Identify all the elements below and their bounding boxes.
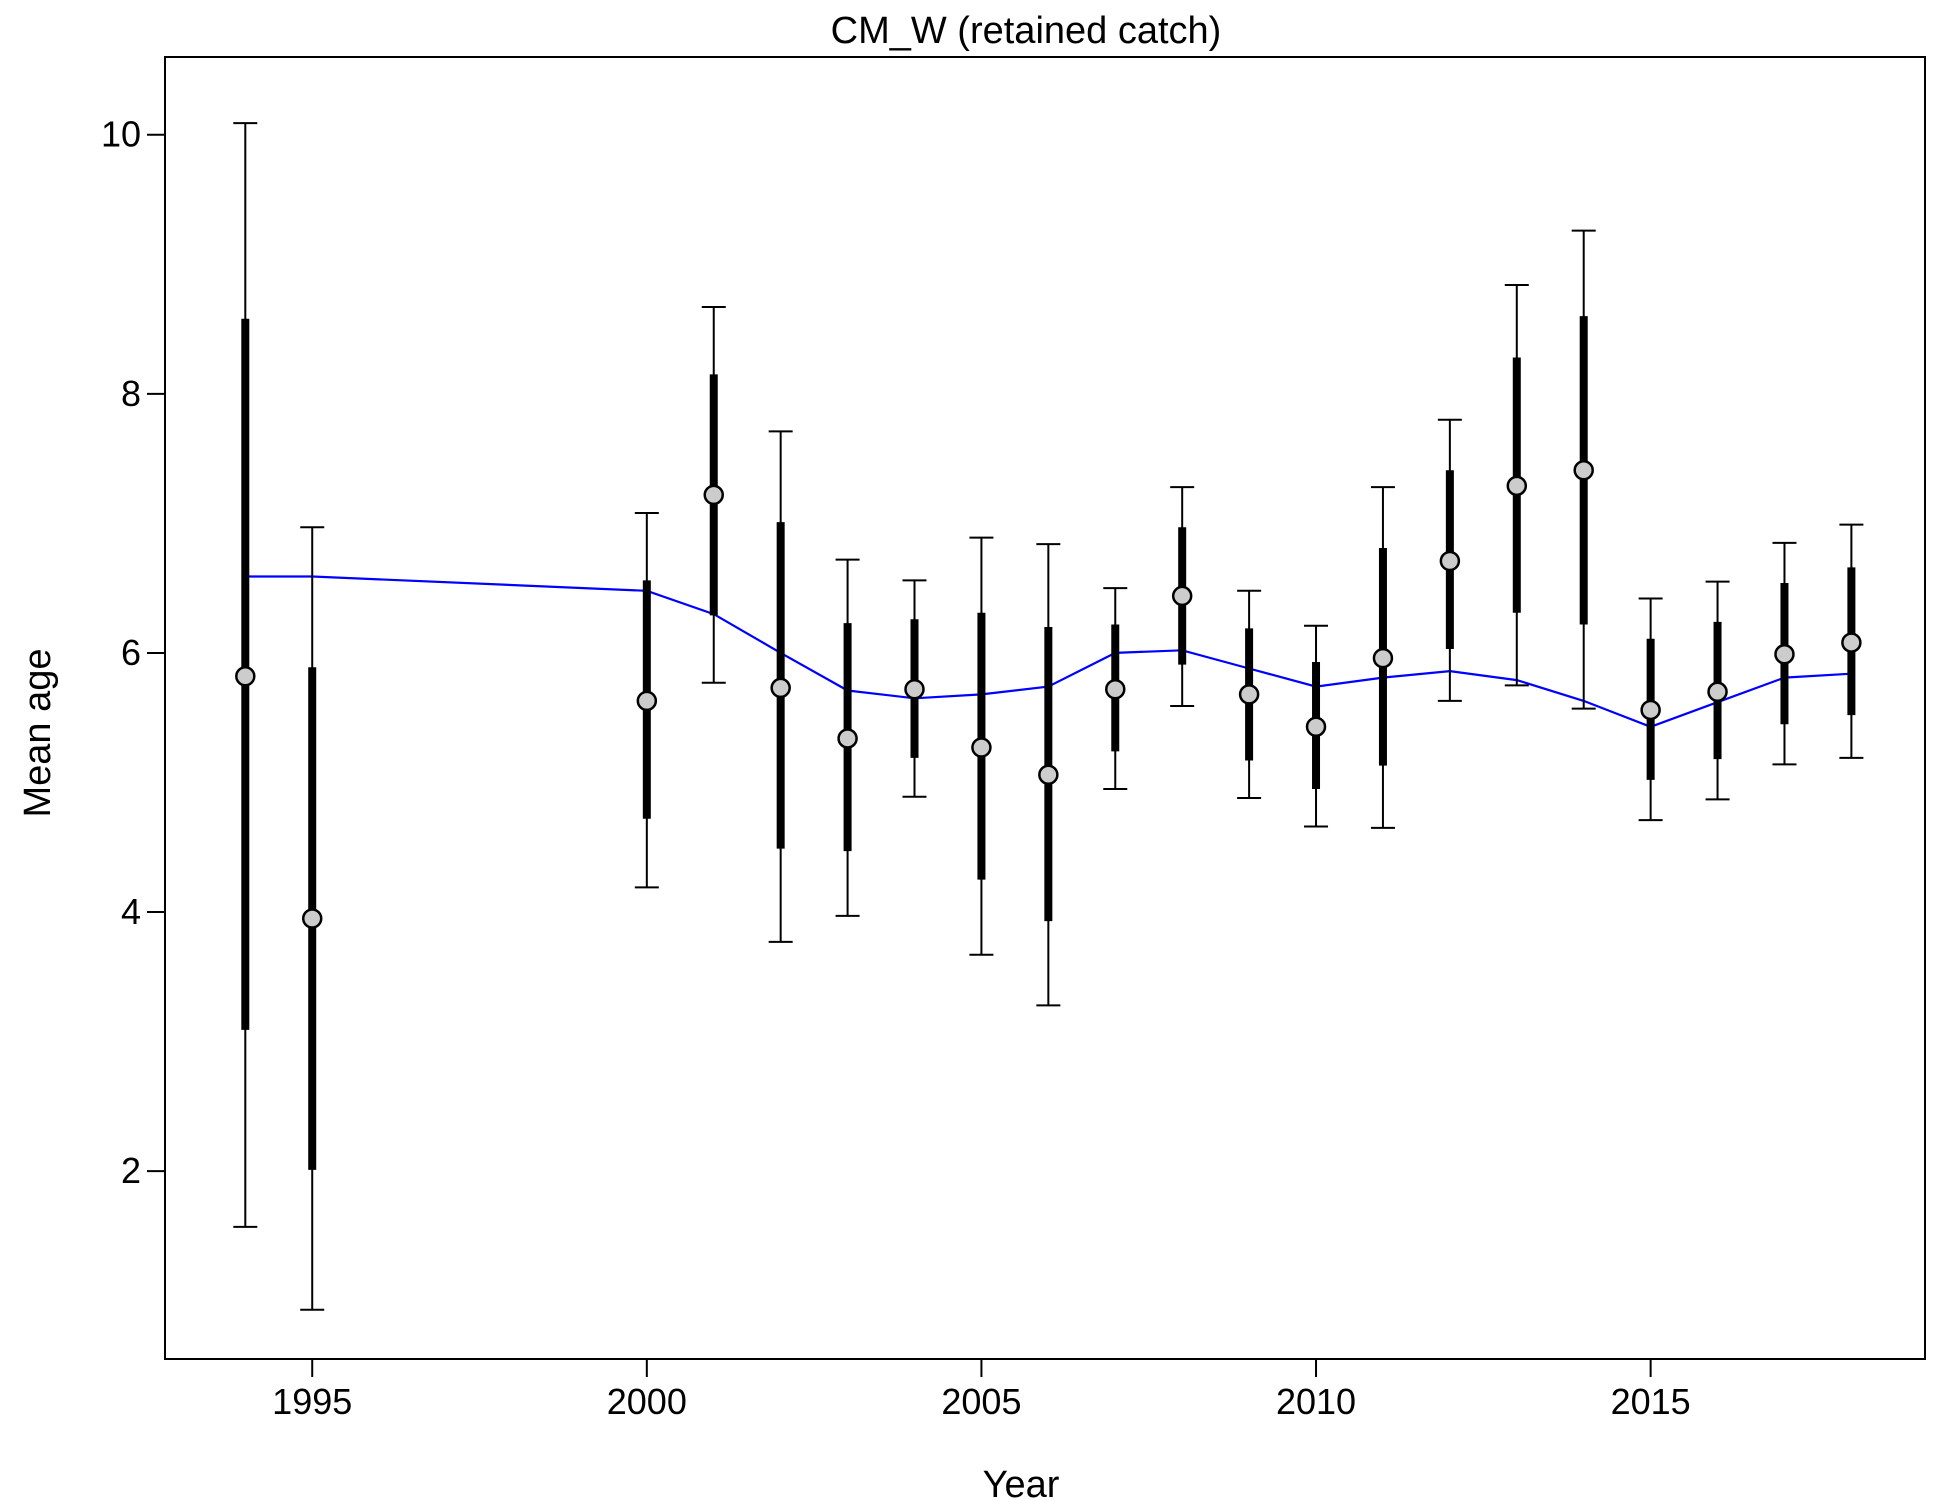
observation-2004 xyxy=(902,579,927,798)
observation-2010 xyxy=(1304,624,1329,828)
y-tick-label: 10 xyxy=(101,114,141,155)
observation-2002 xyxy=(768,430,793,943)
x-tick-label: 2010 xyxy=(1276,1381,1356,1422)
observed-point xyxy=(1707,681,1728,703)
observation-2015 xyxy=(1638,597,1663,822)
observed-point xyxy=(904,678,925,700)
observation-2018 xyxy=(1839,523,1864,759)
observed-point xyxy=(1305,716,1327,738)
observation-1994 xyxy=(233,122,258,1228)
observed-point xyxy=(301,908,323,929)
observation-2009 xyxy=(1237,589,1262,800)
observed-series xyxy=(233,122,1864,1311)
observed-point xyxy=(1105,678,1126,700)
observed-point xyxy=(636,690,658,712)
x-tick-label: 2005 xyxy=(941,1381,1021,1422)
observed-point xyxy=(703,484,724,506)
observation-2001 xyxy=(701,306,726,684)
observed-point xyxy=(1238,684,1260,705)
observed-point xyxy=(1038,764,1059,785)
observed-point xyxy=(1841,632,1862,653)
observation-2000 xyxy=(634,512,659,889)
y-tick-label: 6 xyxy=(121,632,141,673)
y-tick-label: 2 xyxy=(121,1150,141,1191)
observed-point xyxy=(971,737,992,758)
observed-point xyxy=(770,677,791,699)
axes: 1995 2000 2005 2010 2015 2 4 6 8 10 xyxy=(101,114,1691,1422)
x-tick-label: 2015 xyxy=(1611,1381,1691,1422)
observation-2008 xyxy=(1170,486,1195,708)
x-axis-title: Year xyxy=(983,1464,1060,1500)
observation-2016 xyxy=(1705,580,1730,801)
observed-point xyxy=(837,728,858,749)
chart-title: CM_W (retained catch) xyxy=(831,10,1222,52)
observation-2011 xyxy=(1370,486,1395,829)
observed-point xyxy=(1439,550,1461,572)
observation-2005 xyxy=(969,536,994,956)
observed-point xyxy=(1372,647,1394,669)
observation-2017 xyxy=(1772,541,1797,766)
observation-2014 xyxy=(1571,229,1596,710)
observed-point xyxy=(1171,585,1193,607)
observed-point xyxy=(1573,460,1594,481)
y-tick-label: 4 xyxy=(121,891,141,932)
observation-1995 xyxy=(300,526,325,1311)
observed-point xyxy=(1506,475,1528,497)
x-tick-label: 1995 xyxy=(272,1381,352,1422)
observed-point xyxy=(235,666,256,687)
y-tick-label: 8 xyxy=(121,373,141,414)
observation-2006 xyxy=(1036,543,1061,1007)
observed-point xyxy=(1640,699,1661,721)
observation-2012 xyxy=(1437,418,1462,702)
y-axis-title: Mean age xyxy=(17,648,59,817)
plot-frame xyxy=(164,56,1926,1360)
observed-point xyxy=(1774,643,1795,665)
observation-2013 xyxy=(1504,284,1529,687)
x-tick-label: 2000 xyxy=(607,1381,687,1422)
observation-2003 xyxy=(835,558,860,917)
observation-2007 xyxy=(1103,587,1128,790)
